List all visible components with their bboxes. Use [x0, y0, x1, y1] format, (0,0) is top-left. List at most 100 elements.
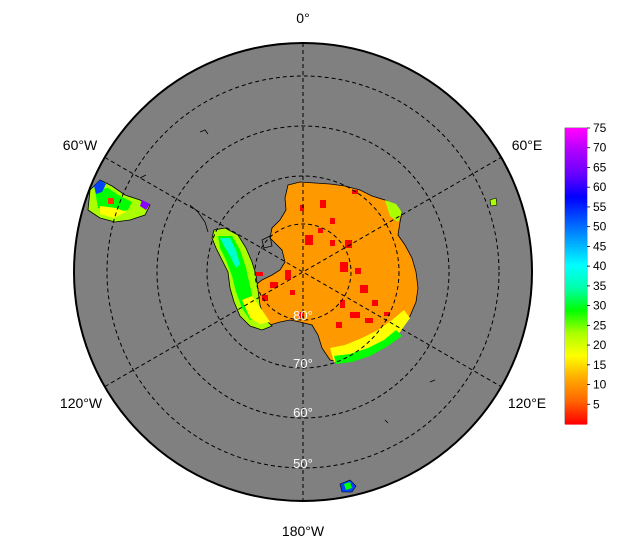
colorbar-segment [565, 398, 587, 401]
colorbar-segment [565, 250, 587, 253]
colorbar-segment [565, 181, 587, 184]
colorbar-segment [565, 291, 587, 295]
lon-label-60e: 60°E [512, 137, 543, 153]
colorbar-segment [565, 197, 587, 200]
lon-label-0: 0° [296, 10, 309, 26]
colorbar-segment [565, 258, 587, 261]
colorbar-segment [565, 317, 587, 321]
colorbar-segment [565, 131, 587, 135]
colorbar-tick-label: 60 [593, 180, 607, 194]
island-east [489, 197, 498, 207]
colorbar-segment [565, 224, 587, 228]
colorbar-tick-label: 50 [593, 220, 607, 234]
colorbar-segment [565, 147, 587, 151]
colorbar-segment [565, 339, 587, 342]
colorbar-segment [565, 388, 587, 392]
colorbar-segment [565, 358, 587, 362]
colorbar-segment [565, 297, 587, 301]
colorbar-segment [565, 321, 587, 324]
colorbar-segment [565, 289, 587, 293]
colorbar-segment [565, 183, 587, 186]
colorbar-segment [565, 283, 587, 287]
colorbar-segment [565, 246, 587, 249]
colorbar-segment [565, 157, 587, 161]
colorbar-segment [565, 362, 587, 366]
south-america-blue [94, 180, 106, 194]
colorbar-segment [565, 408, 587, 411]
colorbar-segment [565, 270, 587, 273]
colorbar-segment [565, 404, 587, 407]
colorbar-segment [565, 422, 587, 425]
colorbar-segment [565, 420, 587, 423]
colorbar-segment [565, 128, 587, 131]
colorbar-segment [565, 349, 587, 352]
colorbar-segment [565, 226, 587, 230]
colorbar-segment [565, 309, 587, 313]
colorbar-segment [565, 218, 587, 222]
colorbar-segment [565, 350, 587, 354]
colorbar-segment [565, 187, 587, 190]
colorbar-segment [565, 287, 587, 291]
colorbar-segment [565, 216, 587, 220]
colorbar-segment [565, 347, 587, 350]
lat-label-60: 60° [293, 405, 313, 420]
colorbar-segment [565, 230, 587, 234]
colorbar-segment [565, 390, 587, 394]
colorbar-segment [565, 262, 587, 265]
colorbar-segment [565, 189, 587, 192]
colorbar-segment [565, 212, 587, 216]
colorbar-segment [565, 416, 587, 419]
colorbar-segment [565, 303, 587, 307]
colorbar-segment [565, 177, 587, 180]
colorbar-segment [565, 167, 587, 171]
colorbar-segment [565, 412, 587, 415]
colorbar-segment [565, 228, 587, 232]
colorbar-segment [565, 268, 587, 271]
colorbar-segment [565, 206, 587, 210]
colorbar-tick-label: 5 [593, 397, 600, 411]
colorbar-segment [565, 319, 587, 322]
colorbar-segment [565, 277, 587, 281]
colorbar-segment [565, 341, 587, 344]
colorbar-segments [565, 128, 587, 425]
colorbar-segment [565, 204, 587, 208]
south-america-yellow [100, 206, 126, 218]
colorbar-segment [565, 313, 587, 317]
colorbar-segment [565, 352, 587, 356]
lat-label-50: 50° [293, 456, 313, 471]
colorbar-segment [565, 406, 587, 409]
colorbar-segment [565, 201, 587, 204]
colorbar-segment [565, 171, 587, 174]
colorbar-segment [565, 366, 587, 370]
colorbar-segment [565, 266, 587, 269]
colorbar-segment [565, 222, 587, 226]
graticule [104, 43, 502, 501]
colorbar-segment [565, 360, 587, 364]
lat-label-70: 70° [293, 356, 313, 371]
colorbar-segment [565, 155, 587, 159]
colorbar-segment [565, 281, 587, 285]
colorbar-segment [565, 236, 587, 240]
colorbar-segment [565, 337, 587, 340]
colorbar-tick-label: 55 [593, 200, 607, 214]
colorbar-tick-label: 15 [593, 358, 607, 372]
colorbar-segment [565, 410, 587, 413]
colorbar-segment [565, 252, 587, 255]
colorbar-segment [565, 153, 587, 157]
colorbar-segment [565, 331, 587, 334]
peninsula-cyan-band [220, 238, 240, 268]
colorbar-tick-label: 35 [593, 279, 607, 293]
colorbar-segment [565, 143, 587, 147]
colorbar-tick-label: 65 [593, 160, 607, 174]
colorbar-segment [565, 386, 587, 390]
colorbar-segment [565, 165, 587, 169]
colorbar-segment [565, 195, 587, 198]
colorbar-segment [565, 272, 587, 275]
colorbar-segment [565, 163, 587, 167]
northeast-green-patch [385, 200, 402, 222]
colorbar-segment [565, 368, 587, 372]
colorbar-segment [565, 380, 587, 384]
colorbar-segment [565, 145, 587, 149]
colorbar-segment [565, 279, 587, 283]
